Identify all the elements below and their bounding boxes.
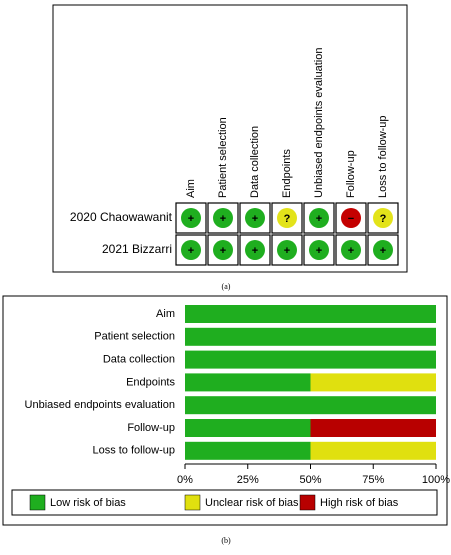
study-label: 2020 Chaowawanit bbox=[70, 210, 173, 224]
bar-segment bbox=[310, 441, 436, 460]
cell bbox=[271, 202, 303, 234]
judgement-symbol: + bbox=[380, 245, 386, 257]
judgement-symbol: ? bbox=[380, 213, 387, 225]
bar-segment bbox=[185, 350, 436, 369]
column-label: Unbiased endpoints evaluation bbox=[313, 48, 325, 198]
y-tick-label: Endpoints bbox=[126, 376, 175, 388]
legend-swatch bbox=[299, 494, 316, 511]
bar-segment bbox=[185, 396, 436, 415]
bar-segment bbox=[185, 441, 311, 460]
judgement-symbol: + bbox=[252, 245, 258, 257]
judgement-symbol: + bbox=[348, 245, 354, 257]
study-label: 2021 Bizzarri bbox=[102, 242, 172, 256]
cell bbox=[175, 234, 207, 266]
x-tick-label: 0% bbox=[177, 474, 193, 486]
column-label: Follow-up bbox=[345, 150, 357, 198]
y-tick-label: Loss to follow-up bbox=[92, 445, 175, 457]
judgement-circle bbox=[181, 240, 201, 260]
cell bbox=[207, 234, 239, 266]
judgement-symbol: + bbox=[188, 213, 194, 225]
bar-segment bbox=[185, 327, 436, 346]
bar-segment bbox=[310, 419, 436, 437]
judgement-symbol: ? bbox=[284, 213, 291, 225]
x-tick-label: 25% bbox=[237, 474, 259, 486]
column-label: Patient selection bbox=[217, 117, 229, 198]
y-tick-label: Data collection bbox=[103, 354, 175, 366]
judgement-circle bbox=[341, 240, 361, 260]
cell bbox=[335, 202, 367, 234]
legend-frame bbox=[11, 489, 438, 516]
judgement-symbol: + bbox=[316, 245, 322, 257]
judgement-symbol: + bbox=[252, 213, 258, 225]
judgement-circle bbox=[181, 208, 201, 228]
judgement-symbol: + bbox=[220, 213, 226, 225]
caption: (a) bbox=[222, 282, 231, 291]
judgement-symbol: + bbox=[316, 213, 322, 225]
column-label: Endpoints bbox=[281, 149, 293, 198]
x-tick-label: 50% bbox=[299, 474, 321, 486]
legend-label: Unclear risk of bias bbox=[205, 497, 299, 509]
cell bbox=[175, 202, 207, 234]
bar-segment bbox=[185, 305, 436, 323]
judgement-circle bbox=[245, 208, 265, 228]
panel-b-frame bbox=[2, 295, 448, 526]
legend-swatch bbox=[29, 494, 46, 511]
judgement-symbol: + bbox=[284, 245, 290, 257]
y-tick-label: Aim bbox=[156, 308, 175, 320]
judgement-symbol: + bbox=[220, 245, 226, 257]
judgement-circle bbox=[309, 208, 329, 228]
judgement-circle bbox=[245, 240, 265, 260]
cell bbox=[207, 202, 239, 234]
y-tick-label: Unbiased endpoints evaluation bbox=[25, 399, 175, 411]
judgement-circle bbox=[213, 208, 233, 228]
x-tick-label: 75% bbox=[362, 474, 384, 486]
judgement-circle bbox=[277, 240, 297, 260]
y-tick-label: Patient selection bbox=[94, 331, 175, 343]
judgement-circle bbox=[213, 240, 233, 260]
cell bbox=[303, 202, 335, 234]
bar-segment bbox=[310, 373, 436, 392]
cell bbox=[335, 234, 367, 266]
cell bbox=[271, 234, 303, 266]
judgement-circle bbox=[373, 240, 393, 260]
legend-swatch bbox=[184, 494, 201, 511]
cell bbox=[367, 202, 399, 234]
bar-segment bbox=[185, 373, 311, 392]
cell bbox=[303, 234, 335, 266]
judgement-circle bbox=[277, 208, 297, 228]
judgement-symbol: − bbox=[348, 213, 354, 225]
judgement-circle bbox=[309, 240, 329, 260]
y-tick-label: Follow-up bbox=[127, 422, 175, 434]
column-label: Data collection bbox=[249, 126, 261, 198]
x-tick-label: 100% bbox=[422, 474, 450, 486]
column-label: Aim bbox=[185, 179, 197, 198]
legend-label: High risk of bias bbox=[320, 497, 399, 509]
cell bbox=[367, 234, 399, 266]
panel-a-frame bbox=[52, 4, 408, 273]
caption: (b) bbox=[221, 536, 231, 545]
cell bbox=[239, 234, 271, 266]
judgement-circle bbox=[373, 208, 393, 228]
cell bbox=[239, 202, 271, 234]
column-label: Loss to follow-up bbox=[377, 115, 389, 198]
judgement-circle bbox=[341, 208, 361, 228]
legend-label: Low risk of bias bbox=[50, 497, 126, 509]
judgement-symbol: + bbox=[188, 245, 194, 257]
bar-segment bbox=[185, 419, 311, 437]
